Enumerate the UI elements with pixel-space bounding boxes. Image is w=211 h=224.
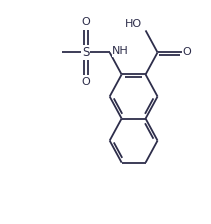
Text: O: O (81, 17, 90, 27)
Text: S: S (82, 46, 89, 59)
Text: O: O (182, 47, 191, 57)
Text: NH: NH (112, 46, 129, 56)
Text: HO: HO (125, 19, 142, 29)
Text: O: O (81, 78, 90, 88)
